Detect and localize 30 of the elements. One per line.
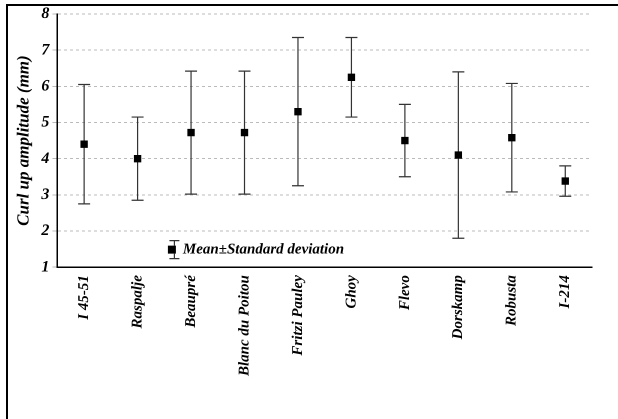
- x-tick-label: I-214: [557, 274, 574, 310]
- x-tick-label: Robusta: [504, 274, 520, 328]
- y-tick-label: 8: [41, 5, 50, 22]
- y-tick-label: 7: [41, 41, 50, 58]
- x-tick-label: Dorskamp: [450, 274, 466, 340]
- y-tick-label: 1: [41, 258, 50, 276]
- x-tick-label: Blanc du Poitou: [236, 275, 252, 378]
- point: [454, 151, 462, 159]
- point: [80, 140, 88, 148]
- x-tick-label: Ghoy: [343, 274, 360, 308]
- x-tick-label: I 45-51: [76, 275, 92, 321]
- x-tick-label: Fritzi Pauley: [290, 274, 306, 357]
- y-tick-label: 4: [40, 150, 50, 167]
- point: [562, 177, 569, 185]
- y-tick-label: 6: [41, 77, 50, 94]
- point: [401, 136, 409, 144]
- y-tick-label: 5: [41, 114, 50, 131]
- point: [187, 128, 195, 136]
- point: [134, 154, 142, 162]
- point: [508, 134, 516, 142]
- y-tick-label: 2: [40, 222, 50, 240]
- point: [240, 128, 248, 136]
- point: [294, 108, 302, 116]
- y-tick-label: 3: [40, 186, 50, 203]
- x-tick-label: Flevo: [396, 275, 413, 312]
- text: Mean±Standard deviation: [182, 242, 344, 258]
- y-axis-title: Curl up amplitude (mm): [14, 55, 33, 226]
- x-tick-label: Raspalje: [129, 274, 146, 330]
- point: [348, 74, 356, 81]
- x-tick-label: Beaupré: [182, 274, 199, 329]
